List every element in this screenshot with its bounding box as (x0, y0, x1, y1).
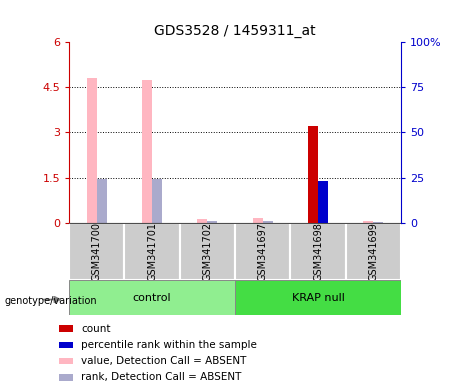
Bar (363, 221, 373, 223)
Text: GSM341699: GSM341699 (368, 222, 378, 281)
Text: count: count (81, 323, 111, 334)
Bar (346, 223, 401, 280)
Text: control: control (133, 293, 171, 303)
Bar (318, 181, 328, 223)
Text: rank, Detection Call = ABSENT: rank, Detection Call = ABSENT (81, 372, 242, 382)
Text: GSM341697: GSM341697 (258, 222, 268, 281)
Text: GSM341700: GSM341700 (92, 222, 102, 281)
Bar (69, 223, 124, 280)
Bar (373, 222, 384, 223)
Bar (290, 223, 346, 280)
Bar (59, 374, 73, 381)
Text: value, Detection Call = ABSENT: value, Detection Call = ABSENT (81, 356, 247, 366)
Bar (59, 342, 73, 348)
Bar (59, 325, 73, 332)
Bar (142, 80, 152, 223)
Text: percentile rank within the sample: percentile rank within the sample (81, 340, 257, 350)
Bar (152, 179, 162, 223)
Bar (59, 358, 73, 364)
Text: GSM341701: GSM341701 (147, 222, 157, 281)
Bar (235, 223, 290, 280)
Bar (97, 179, 107, 223)
Bar (69, 280, 235, 315)
Bar (180, 223, 235, 280)
Bar (207, 221, 218, 223)
Title: GDS3528 / 1459311_at: GDS3528 / 1459311_at (154, 25, 316, 38)
Bar (308, 126, 318, 223)
Text: GSM341702: GSM341702 (202, 222, 213, 281)
Text: GSM341698: GSM341698 (313, 222, 323, 281)
Bar (253, 218, 263, 223)
Bar (87, 78, 97, 223)
Bar (124, 223, 180, 280)
Bar (197, 219, 207, 223)
Text: KRAP null: KRAP null (292, 293, 344, 303)
Bar (235, 280, 401, 315)
Text: genotype/variation: genotype/variation (5, 296, 97, 306)
Bar (263, 221, 273, 223)
